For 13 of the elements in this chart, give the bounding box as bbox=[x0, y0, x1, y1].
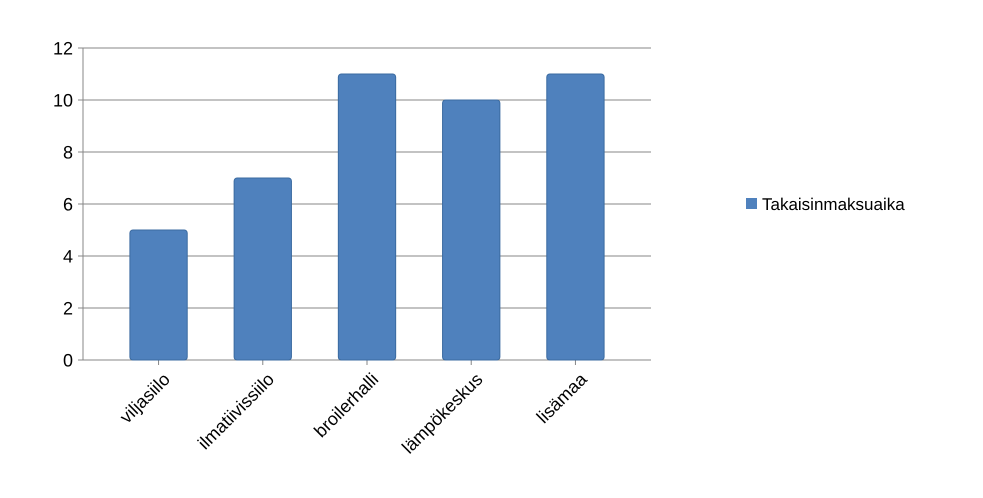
legend-label: Takaisinmaksuaika bbox=[762, 194, 906, 214]
y-tick-label: 10 bbox=[52, 90, 73, 110]
y-tick-label: 0 bbox=[62, 350, 73, 370]
bar bbox=[338, 74, 396, 360]
y-tick-label: 8 bbox=[62, 142, 73, 162]
y-tick-label: 6 bbox=[62, 194, 73, 214]
y-tick-label: 4 bbox=[62, 246, 73, 266]
y-tick-label: 12 bbox=[52, 38, 73, 58]
y-tick-label: 2 bbox=[62, 298, 73, 318]
bar bbox=[546, 74, 605, 360]
bar bbox=[234, 178, 292, 360]
bar bbox=[442, 100, 500, 360]
bar bbox=[129, 230, 188, 360]
